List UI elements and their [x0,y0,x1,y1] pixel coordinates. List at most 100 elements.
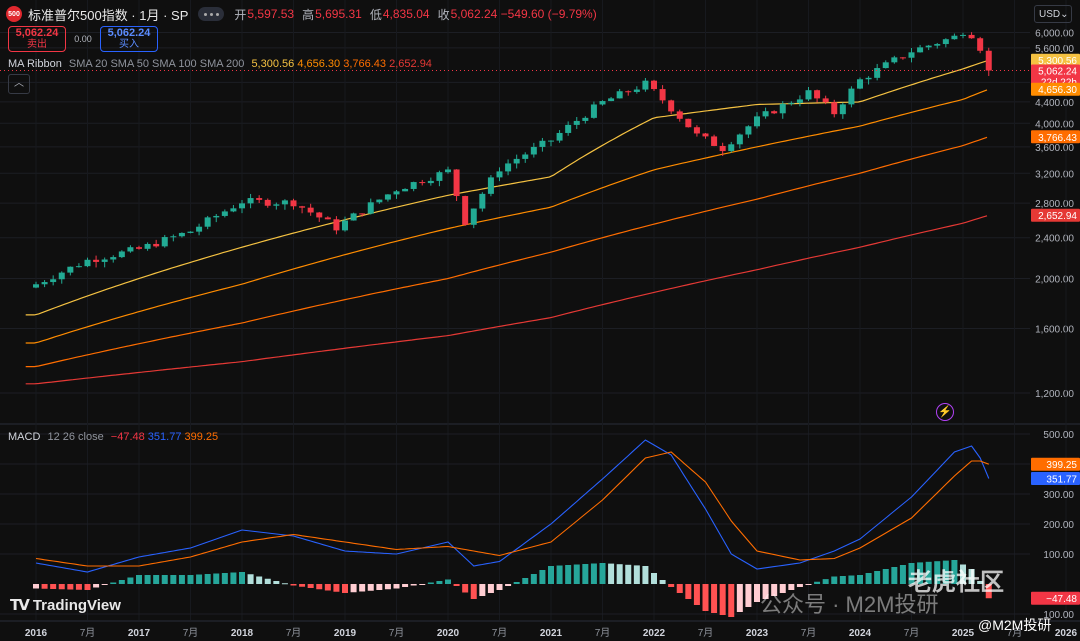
macd-histogram-bar [779,584,786,593]
chevron-up-icon[interactable]: ︿ [8,74,30,94]
candle-body [711,136,718,146]
x-tick-label: 7月 [492,627,508,639]
candle-body [50,279,57,283]
macd-histogram-bar [213,573,220,584]
lightning-icon[interactable]: ⚡ [936,403,954,421]
candle-body [402,188,409,192]
macd-histogram-bar [427,582,434,584]
candle-body [753,116,761,127]
macd-histogram-bar [93,584,100,588]
macd-histogram-bar [582,564,589,584]
candle-body [290,200,297,207]
macd-histogram-bar [341,584,349,593]
x-tick-label: 2022 [643,628,666,639]
candle-body [590,104,597,118]
macd-histogram-bar [178,575,185,584]
macd-histogram-bar [204,574,211,584]
macd-histogram-bar [882,569,889,584]
candle-body [444,169,452,173]
symbol-title[interactable]: 标准普尔500指数 · 1月 · SP [28,7,189,23]
candle-body [565,124,572,133]
macd-histogram-bar [796,584,803,587]
macd-histogram-bar [324,584,331,591]
macd-y-tick-label: 500.00 [1043,430,1074,441]
macd-histogram-bar [256,576,263,584]
macd-histogram-bar [599,563,606,584]
y-tick-label: 3,200.00 [1035,169,1074,180]
macd-histogram-bar [951,560,958,584]
tv-mark-icon: 𝗧𝗩 [10,597,30,614]
candle-body [522,154,529,159]
candle-body [977,38,984,51]
candle-body [470,208,477,225]
sell-button[interactable]: 5,062.24 卖出 [8,26,66,52]
candle-body [788,102,795,104]
candle-body [187,231,194,233]
macd-histogram-bar [942,560,949,584]
candle-body [204,217,211,227]
macd-histogram-bar [419,584,426,585]
candle-body [41,282,48,285]
candle-body [899,57,906,59]
watermark-handle: @M2M投研 [978,617,1052,633]
macd-price-label: 399.25 [1046,460,1077,471]
x-tick-label: 2020 [437,628,460,639]
macd-histogram-bar [84,584,91,590]
x-tick-label: 7月 [904,627,920,639]
macd-histogram-bar [573,564,580,584]
candle-body [805,90,812,100]
candle-body [487,177,494,194]
x-tick-label: 2026 [1055,628,1078,639]
high-label: 高 [302,7,315,22]
ma-ribbon-legend[interactable]: MA Ribbon SMA 20 SMA 50 SMA 100 SMA 200 … [8,58,432,70]
candle-body [316,212,323,218]
macd-histogram-bar [333,584,340,592]
macd-legend[interactable]: MACD 12 26 close −47.48 351.77 399.25 [8,431,219,443]
close-value: 5,062.24 −549.60 (−9.79%) [450,7,597,21]
open-label: 开 [234,7,247,22]
spread-value: 0.00 [74,34,92,44]
candle-body [144,243,151,249]
candle-body [376,199,383,203]
macd-histogram-bar [307,584,314,588]
macd-histogram-bar [50,584,57,589]
candle-body [462,196,469,225]
x-tick-label: 7月 [801,627,817,639]
x-tick-label: 7月 [286,627,302,639]
x-tick-label: 2023 [746,628,769,639]
macd-histogram-bar [187,575,194,584]
macd-price-label: 351.77 [1046,474,1077,485]
candle-body [856,79,864,89]
currency-selector[interactable]: USD ⌄ [1034,5,1072,23]
price-label-bg [1031,53,1080,67]
more-options-icon[interactable] [198,7,225,21]
candle-body [496,171,503,178]
candle-body [530,146,537,155]
macd-histogram-bar [290,584,297,586]
macd-histogram-bar [659,580,666,584]
macd-histogram-bar [41,584,48,589]
macd-histogram-bar [547,566,555,584]
candle-body [959,34,967,36]
candle-body [633,89,640,92]
symbol-header: 500 标准普尔500指数 · 1月 · SP 开 5,597.53 高 5,695… [6,4,605,24]
macd-histogram-bar [359,584,366,592]
candle-body [75,266,82,268]
tradingview-logo[interactable]: 𝗧𝗩 TradingView [10,596,121,615]
candle-body [968,34,975,39]
macd-histogram-bar [934,561,941,584]
buy-button[interactable]: 5,062.24 买入 [100,26,158,52]
macd-histogram-bar [891,567,898,584]
ma-line-2 [25,89,988,344]
macd-histogram-bar [384,584,391,590]
macd-histogram-bar [642,566,649,584]
candle-body [874,68,881,78]
macd-histogram-bar [196,574,203,584]
candle-body [539,140,546,147]
macd-histogram-bar [814,581,821,584]
candle-body [762,111,769,117]
candle-body [273,204,280,206]
macd-histogram-bar [745,584,752,607]
macd-histogram-bar [753,584,761,602]
